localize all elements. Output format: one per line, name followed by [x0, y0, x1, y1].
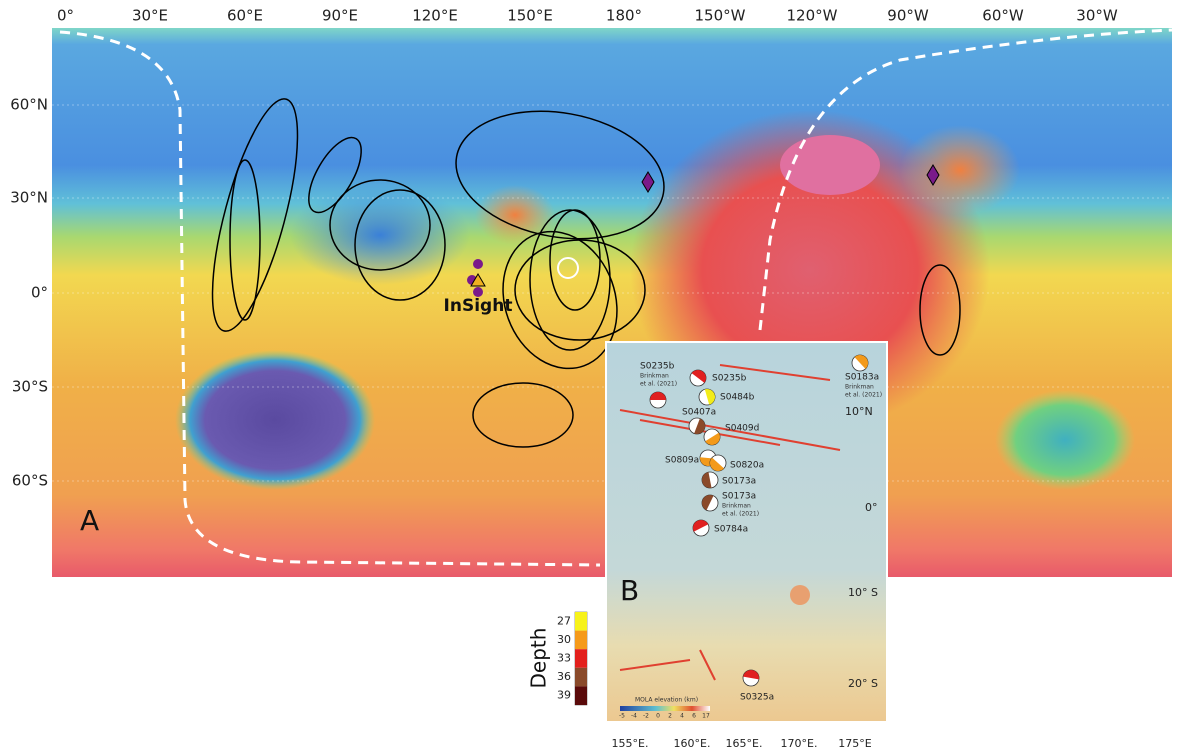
depth-swatch: [575, 686, 587, 705]
depth-swatch: [575, 667, 587, 687]
event-label: S0809a: [665, 456, 699, 466]
inset-lon-label: 155°E.: [612, 737, 649, 750]
event-marker: [710, 457, 724, 471]
event-label: S0235b: [712, 374, 747, 384]
depth-title: Depth: [527, 628, 551, 689]
event-label: S0820a: [730, 461, 764, 471]
colorbar-tick: 2: [668, 713, 672, 720]
event-marker: [650, 392, 666, 400]
colorbar-tick: -5: [619, 713, 625, 720]
event-marker: [702, 495, 714, 511]
event-note: et al. (2021): [722, 511, 759, 518]
lat-label: 60°N: [10, 96, 48, 114]
lon-label: 120°W: [787, 7, 838, 25]
event-marker: [691, 370, 706, 383]
event-label: S0409d: [725, 424, 759, 434]
depth-tick: 36: [557, 670, 571, 683]
inset-lat-label: 10°N: [845, 405, 873, 418]
lat-label: 0°: [31, 284, 48, 302]
lon-label: 0°: [57, 7, 74, 25]
event-marker: [854, 355, 868, 369]
lon-label: 30°W: [1076, 7, 1118, 25]
lat-label: 30°S: [12, 378, 48, 396]
depth-tick: 30: [557, 633, 571, 646]
inset-lon-label: 160°E.: [674, 737, 711, 750]
event-marker: [694, 418, 705, 434]
depth-swatch: [575, 649, 587, 668]
inset-lat-label: 0°: [865, 501, 878, 514]
event-marker: [743, 670, 759, 680]
depth-tick: 33: [557, 652, 571, 665]
location-ellipses: [211, 98, 961, 448]
depth-swatch: [575, 630, 587, 650]
lon-label: 150°W: [695, 7, 746, 25]
event-label: S0325a: [740, 693, 774, 703]
event-marker: [702, 472, 712, 488]
lat-label: 60°S: [12, 472, 48, 490]
panel-label: B: [620, 574, 639, 607]
event-note: Brinkman: [640, 373, 669, 380]
event-label: S0484b: [720, 393, 755, 403]
inset-lat-label: 20° S: [848, 677, 878, 690]
station-label: InSight: [444, 296, 513, 316]
event-note: et al. (2021): [640, 381, 677, 388]
event-note: Brinkman: [722, 503, 751, 510]
inset-lon-label: 165°E.: [726, 737, 763, 750]
colorbar-tick: -2: [643, 713, 649, 720]
event-marker: [693, 520, 709, 532]
colorbar-tick: 17: [702, 713, 710, 720]
event-label: S0183a: [845, 373, 879, 383]
depth-tick: 39: [557, 689, 571, 702]
event-label: S0173a: [722, 492, 756, 502]
lat-label: 30°N: [10, 189, 48, 207]
inset-lon-label: 175°E: [838, 737, 871, 750]
inset-lon-label: 170°E.: [781, 737, 818, 750]
panel-label: A: [80, 504, 99, 537]
event-marker: [704, 389, 715, 405]
lon-label: 60°E: [227, 7, 263, 25]
colorbar-tick: 0: [656, 713, 660, 720]
inset-lat-label: 10° S: [848, 586, 878, 599]
event-note: et al. (2021): [845, 392, 882, 399]
depth-tick: 27: [557, 614, 571, 627]
colorbar-tick: 6: [692, 713, 696, 720]
colorbar-tick: 4: [680, 713, 684, 720]
lon-label: 150°E: [507, 7, 553, 25]
lon-label: 90°W: [887, 7, 929, 25]
event-label: S0407a: [682, 408, 716, 418]
lon-label: 120°E: [412, 7, 458, 25]
colorbar-tick: -4: [631, 713, 637, 720]
lon-label: 60°W: [982, 7, 1024, 25]
event-label: S0173a: [722, 477, 756, 487]
event-label: S0235b: [640, 362, 675, 372]
lon-label: 30°E: [132, 7, 168, 25]
colorbar-title: MOLA elevation (km): [635, 697, 698, 704]
event-label: S0784a: [714, 525, 748, 535]
lon-label: 90°E: [322, 7, 358, 25]
depth-swatch: [575, 612, 587, 631]
lon-label: 180°: [606, 7, 642, 25]
event-note: Brinkman: [845, 384, 874, 391]
event-marker: [705, 432, 720, 445]
